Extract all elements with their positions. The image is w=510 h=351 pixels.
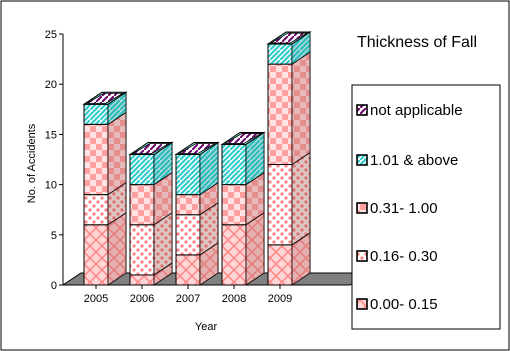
bar-stack-2006 xyxy=(128,141,174,286)
legend-label: 1.01 & above xyxy=(370,152,458,169)
bar-stack-2009 xyxy=(266,31,312,286)
bar-top-not-applicable xyxy=(223,133,263,144)
x-axis-title: Year xyxy=(195,321,218,333)
y-tick-label: 20 xyxy=(45,79,57,91)
legend-item: not applicable xyxy=(356,102,463,119)
legend-swatch xyxy=(356,104,368,116)
bar-segment xyxy=(175,153,201,196)
bar-segment xyxy=(129,153,155,186)
bar-stack-2005 xyxy=(82,91,128,286)
legend-swatch xyxy=(356,154,368,166)
legend-label: 0.00- 0.15 xyxy=(370,296,438,313)
bar-segment xyxy=(221,224,247,286)
bar-segment-side-shade xyxy=(246,132,264,185)
legend-item: 0.31- 1.00 xyxy=(356,200,438,217)
x-tick-label: 2006 xyxy=(130,293,154,305)
chart-title: Thickness of Fall xyxy=(357,34,477,51)
bar-segment-side-shade xyxy=(292,52,310,165)
bar-segment xyxy=(83,123,109,196)
bar-segment xyxy=(175,194,201,216)
legend-label: not applicable xyxy=(370,102,463,119)
bar-segment-side-shade xyxy=(154,142,172,185)
bar-top-not-applicable xyxy=(131,143,171,154)
bar-segment-side-shade xyxy=(154,262,172,285)
y-tick-label: 10 xyxy=(45,180,57,192)
legend-swatch xyxy=(356,298,368,310)
bar-segment-side-shade xyxy=(292,152,310,245)
bar-stack-2008 xyxy=(220,131,266,286)
legend-label: 0.31- 1.00 xyxy=(370,200,438,217)
legend-swatch xyxy=(356,250,368,262)
legend-item: 1.01 & above xyxy=(356,152,458,169)
bar-segment-side-shade xyxy=(108,112,126,195)
legend-box xyxy=(351,84,501,330)
y-tick-label: 0 xyxy=(51,280,57,292)
legend-item: 0.16- 0.30 xyxy=(356,248,438,265)
bar-segment xyxy=(221,184,247,226)
bar-segment xyxy=(129,274,155,286)
bar-segment-side-shade xyxy=(200,202,218,255)
bar-segment-side-shade xyxy=(200,142,218,195)
bar-segment xyxy=(83,224,109,286)
bar-segment-side-shade xyxy=(200,182,218,215)
bar-segment xyxy=(83,194,109,226)
bar-segment-side-shade xyxy=(292,232,310,285)
bar-segment-side-shade xyxy=(108,92,126,125)
x-tick-label: 2007 xyxy=(176,293,200,305)
bar-stack-2007 xyxy=(174,141,220,286)
legend-swatch xyxy=(356,202,368,214)
x-tick-label: 2009 xyxy=(268,293,292,305)
bar-segment xyxy=(221,143,247,186)
bar-top-not-applicable xyxy=(269,32,309,44)
bar-segment-side-shade xyxy=(292,32,310,65)
bar-segment-side-shade xyxy=(200,242,218,285)
legend-item: 0.00- 0.15 xyxy=(356,296,438,313)
bar-segment xyxy=(267,63,293,166)
bar-segment-side-shade xyxy=(154,212,172,275)
bar-segment xyxy=(175,214,201,256)
bar-segment-side-shade xyxy=(246,212,264,285)
bar-segment-side-shade xyxy=(108,182,126,225)
x-tick-label: 2008 xyxy=(222,293,246,305)
y-tick-label: 5 xyxy=(51,230,57,242)
bar-segment xyxy=(267,43,293,65)
bar-segment-side-shade xyxy=(108,212,126,285)
bar-segment xyxy=(129,224,155,276)
y-tick-label: 25 xyxy=(45,29,57,41)
bar-segment-side-shade xyxy=(246,172,264,225)
bar-segment xyxy=(175,254,201,286)
bar-top-not-applicable xyxy=(85,92,125,104)
bar-segment xyxy=(267,164,293,246)
bar-segment xyxy=(267,244,293,286)
bar-top-not-applicable xyxy=(177,143,217,154)
y-tick-label: 15 xyxy=(45,129,57,141)
bar-segment-side-shade xyxy=(154,172,172,225)
bar-segment xyxy=(129,184,155,226)
legend-label: 0.16- 0.30 xyxy=(370,248,438,265)
bar-segment xyxy=(83,103,109,125)
y-axis-title: No. of Accidents xyxy=(26,123,38,203)
x-tick-label: 2005 xyxy=(84,293,108,305)
